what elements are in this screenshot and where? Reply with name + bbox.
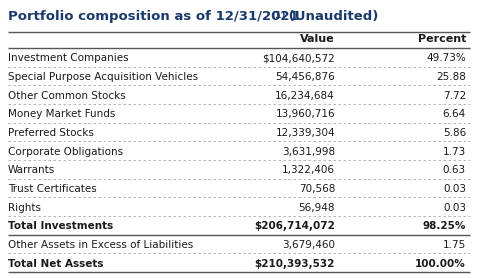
Text: Investment Companies: Investment Companies xyxy=(8,53,129,63)
Text: 5.86: 5.86 xyxy=(443,128,466,138)
Text: 0.63: 0.63 xyxy=(443,165,466,175)
Text: 100.00%: 100.00% xyxy=(415,259,466,269)
Text: $210,393,532: $210,393,532 xyxy=(255,259,335,269)
Text: 6.64: 6.64 xyxy=(443,109,466,119)
Text: 0.03: 0.03 xyxy=(443,203,466,213)
Text: 3,631,998: 3,631,998 xyxy=(282,147,335,157)
Text: Trust Certificates: Trust Certificates xyxy=(8,184,97,194)
Text: 3,679,460: 3,679,460 xyxy=(282,240,335,250)
Text: Preferred Stocks: Preferred Stocks xyxy=(8,128,94,138)
Text: 7.72: 7.72 xyxy=(443,91,466,101)
Text: 12,339,304: 12,339,304 xyxy=(275,128,335,138)
Text: (Unaudited): (Unaudited) xyxy=(284,10,379,23)
Text: (1): (1) xyxy=(271,11,285,20)
Text: Other Common Stocks: Other Common Stocks xyxy=(8,91,126,101)
Text: Portfolio composition as of 12/31/2021: Portfolio composition as of 12/31/2021 xyxy=(8,10,299,23)
Text: 70,568: 70,568 xyxy=(299,184,335,194)
Text: Total Investments: Total Investments xyxy=(8,221,113,231)
Text: 1,322,406: 1,322,406 xyxy=(282,165,335,175)
Text: Warrants: Warrants xyxy=(8,165,55,175)
Text: Money Market Funds: Money Market Funds xyxy=(8,109,115,119)
Text: 49.73%: 49.73% xyxy=(426,53,466,63)
Text: 16,234,684: 16,234,684 xyxy=(275,91,335,101)
Text: Corporate Obligations: Corporate Obligations xyxy=(8,147,123,157)
Text: 54,456,876: 54,456,876 xyxy=(275,72,335,82)
Text: 1.73: 1.73 xyxy=(443,147,466,157)
Text: 1.75: 1.75 xyxy=(443,240,466,250)
Text: Rights: Rights xyxy=(8,203,41,213)
Text: 25.88: 25.88 xyxy=(436,72,466,82)
Text: Other Assets in Excess of Liabilities: Other Assets in Excess of Liabilities xyxy=(8,240,193,250)
Text: $206,714,072: $206,714,072 xyxy=(254,221,335,231)
Text: Percent: Percent xyxy=(418,34,466,44)
Text: 0.03: 0.03 xyxy=(443,184,466,194)
Text: 13,960,716: 13,960,716 xyxy=(275,109,335,119)
Text: 98.25%: 98.25% xyxy=(423,221,466,231)
Text: 56,948: 56,948 xyxy=(298,203,335,213)
Text: Value: Value xyxy=(300,34,335,44)
Text: Special Purpose Acquisition Vehicles: Special Purpose Acquisition Vehicles xyxy=(8,72,198,82)
Text: Total Net Assets: Total Net Assets xyxy=(8,259,104,269)
Text: $104,640,572: $104,640,572 xyxy=(262,53,335,63)
